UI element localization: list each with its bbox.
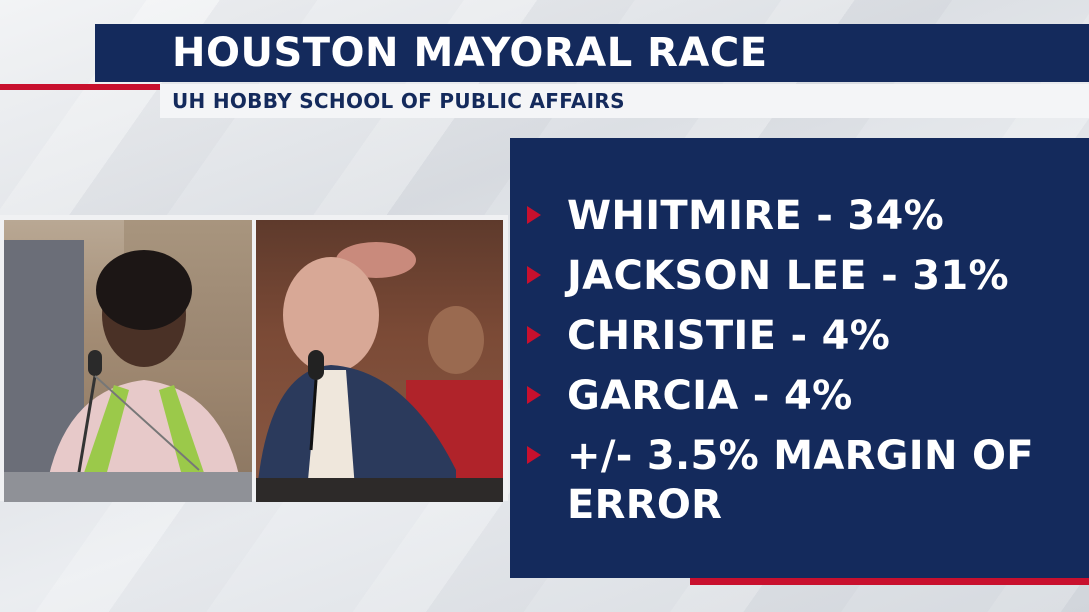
play-triangle-icon <box>527 326 541 344</box>
graphic-title: HOUSTON MAYORAL RACE <box>172 30 768 76</box>
result-item: GARCIA - 4% <box>527 372 1067 421</box>
candidate-photo-right <box>256 220 503 502</box>
title-bar <box>95 24 1089 82</box>
accent-line-left <box>0 84 160 90</box>
play-triangle-icon <box>527 386 541 404</box>
poll-results-list: WHITMIRE - 34% JACKSON LEE - 31% CHRISTI… <box>527 192 1067 541</box>
result-text: GARCIA - 4% <box>567 373 853 419</box>
result-text: WHITMIRE - 34% <box>567 193 944 239</box>
result-text: +/- 3.5% MARGIN OF ERROR <box>567 433 1034 528</box>
result-item: JACKSON LEE - 31% <box>527 252 1067 301</box>
result-item: WHITMIRE - 34% <box>527 192 1067 241</box>
result-item: CHRISTIE - 4% <box>527 312 1067 361</box>
result-text: JACKSON LEE - 31% <box>567 253 1009 299</box>
candidate-photo-left <box>4 220 252 502</box>
results-panel <box>510 138 1089 578</box>
play-triangle-icon <box>527 446 541 464</box>
play-triangle-icon <box>527 206 541 224</box>
play-triangle-icon <box>527 266 541 284</box>
speaker-silhouette-left <box>4 240 244 502</box>
subtitle-bar <box>160 84 1089 118</box>
result-item: +/- 3.5% MARGIN OF ERROR <box>527 432 1067 530</box>
graphic-subtitle: UH HOBBY SCHOOL OF PUBLIC AFFAIRS <box>172 89 625 113</box>
accent-line-bottom <box>690 578 1089 585</box>
podium-left <box>4 472 252 502</box>
speaker-silhouette-right <box>256 242 503 502</box>
result-text: CHRISTIE - 4% <box>567 313 891 359</box>
podium-right <box>256 478 503 502</box>
